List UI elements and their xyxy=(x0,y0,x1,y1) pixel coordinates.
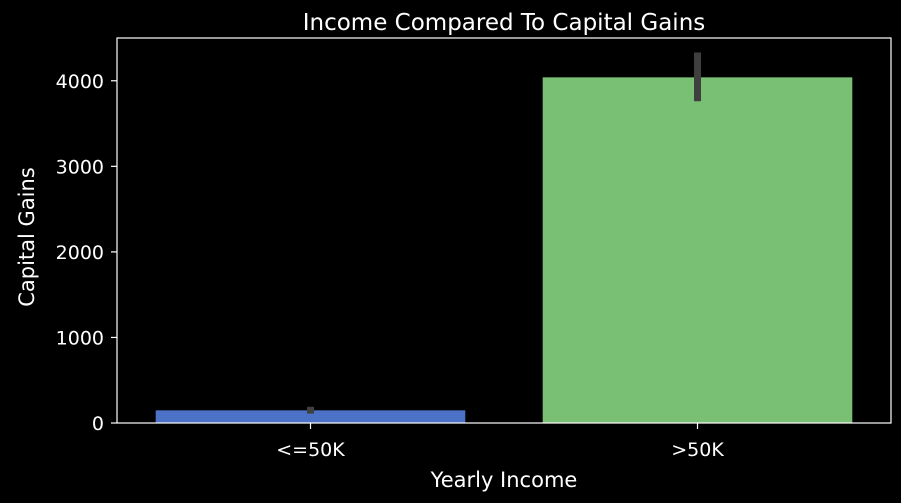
y-tick-label-1: 0 xyxy=(92,413,104,435)
x-axis-label: Yearly Income xyxy=(430,468,578,492)
bar-2 xyxy=(542,77,853,423)
y-axis-label: Capital Gains xyxy=(15,167,39,307)
y-tick-label-5: 4000 xyxy=(56,71,104,93)
chart-title: Income Compared To Capital Gains xyxy=(303,10,706,36)
x-tick-label-2: >50K xyxy=(671,439,724,461)
y-tick-label-4: 3000 xyxy=(56,156,104,178)
y-tick-label-3: 2000 xyxy=(56,242,104,264)
bar-1 xyxy=(155,410,466,423)
axes-frame xyxy=(116,37,892,424)
x-tick-label-1: <=50K xyxy=(276,439,345,461)
y-tick-label-2: 1000 xyxy=(56,327,104,349)
plot-area: <=50K >50K 0 1000 2000 3000 4000 xyxy=(56,37,892,461)
